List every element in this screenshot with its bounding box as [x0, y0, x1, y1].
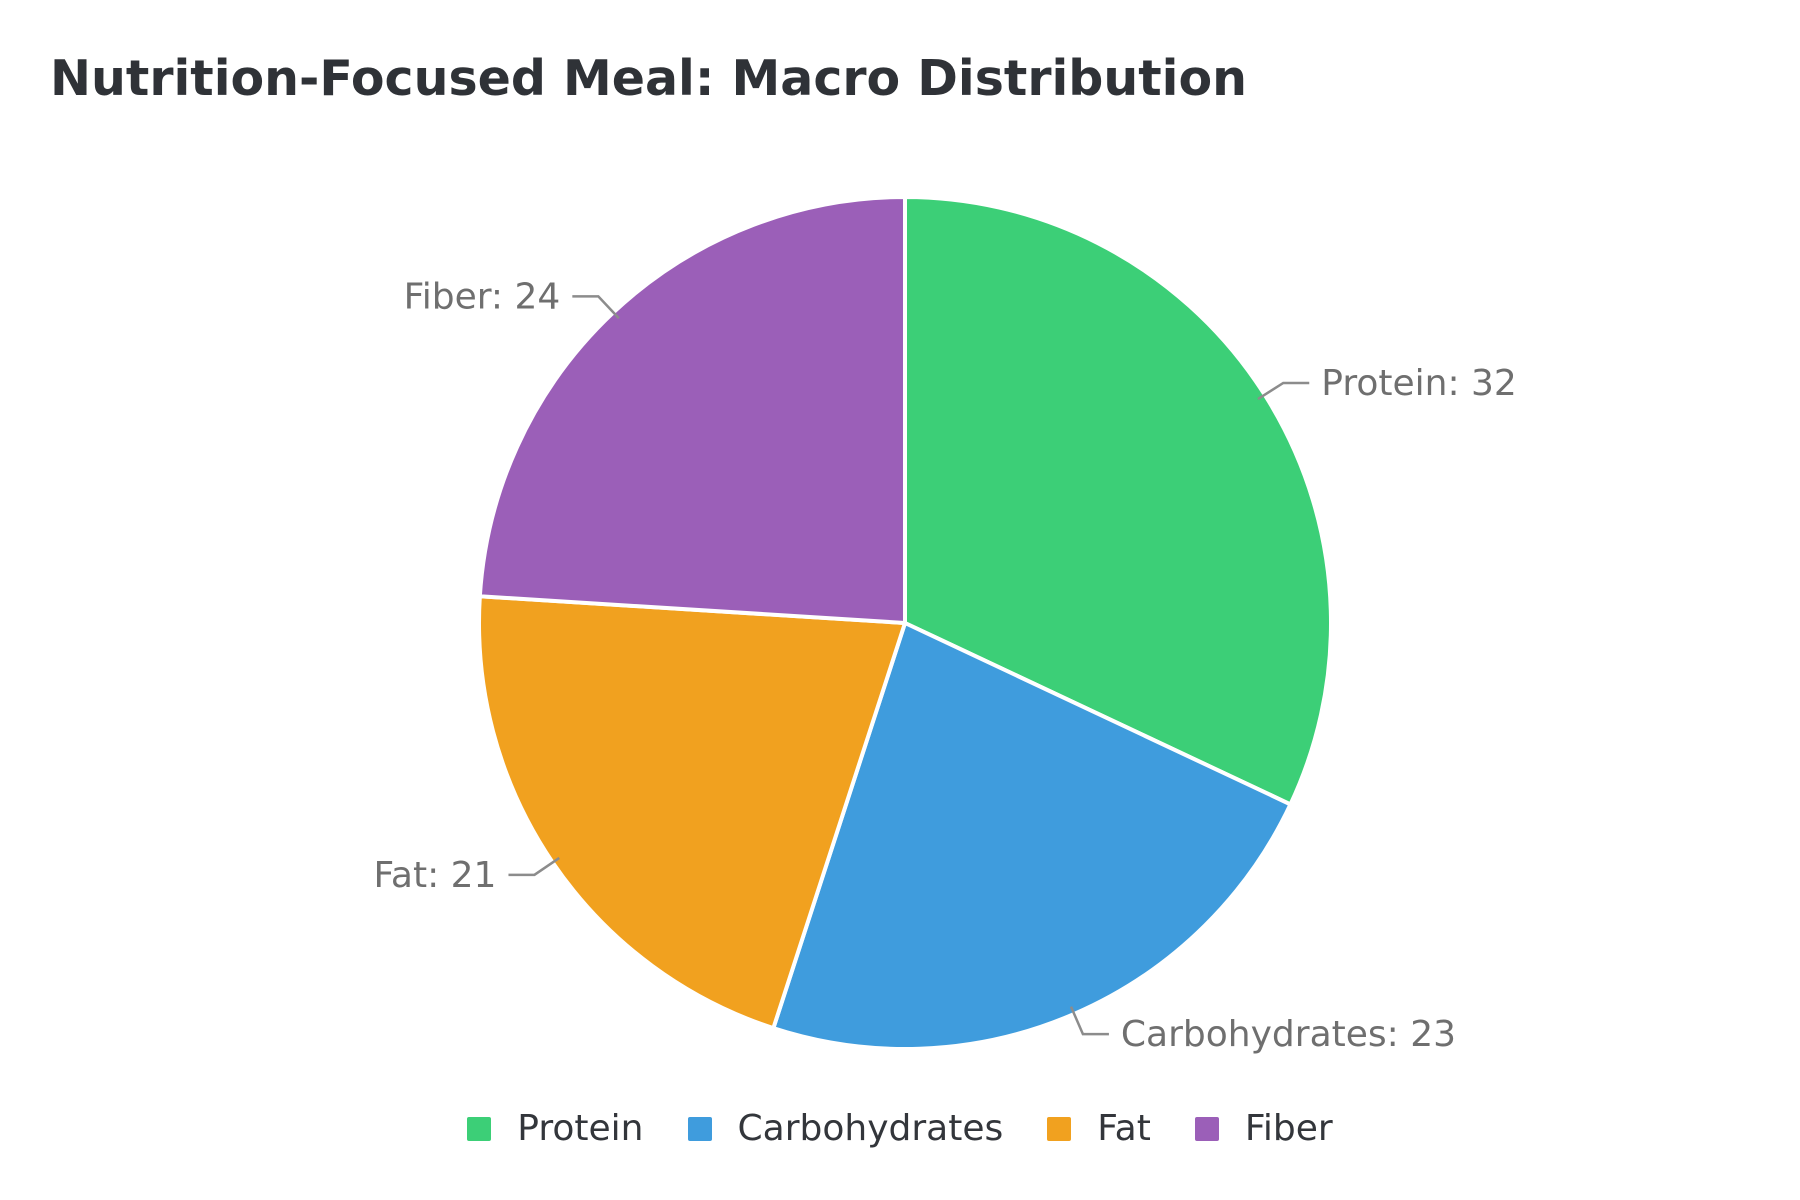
legend-item-carbohydrates[interactable]: Carbohydrates [687, 1108, 1004, 1149]
slice-label-protein: Protein: 32 [1321, 363, 1517, 404]
legend-label-fat: Fat [1097, 1108, 1151, 1149]
legend-label-fiber: Fiber [1244, 1108, 1333, 1149]
legend: Protein Carbohydrates Fat Fiber [0, 1108, 1800, 1149]
legend-label-protein: Protein [517, 1108, 644, 1149]
legend-swatch-fat [1047, 1116, 1072, 1141]
legend-item-protein[interactable]: Protein [467, 1108, 644, 1149]
legend-item-fat[interactable]: Fat [1047, 1108, 1151, 1149]
chart-title: Nutrition-Focused Meal: Macro Distributi… [50, 50, 1248, 107]
legend-swatch-fiber [1194, 1116, 1219, 1141]
legend-swatch-protein [467, 1116, 492, 1141]
pie-slice-fiber[interactable] [477, 195, 907, 625]
leader-line-protein [1257, 381, 1310, 401]
leader-line-fat [508, 856, 560, 877]
legend-item-fiber[interactable]: Fiber [1194, 1108, 1333, 1149]
legend-label-carbohydrates: Carbohydrates [737, 1108, 1004, 1149]
leader-line-carbohydrates [1069, 1006, 1109, 1036]
leader-line-fiber [572, 295, 620, 320]
slice-label-fat: Fat: 21 [373, 855, 496, 896]
legend-swatch-carbohydrates [687, 1116, 712, 1141]
slice-label-fiber: Fiber: 24 [404, 276, 561, 317]
slice-label-carbohydrates: Carbohydrates: 23 [1121, 1014, 1456, 1055]
